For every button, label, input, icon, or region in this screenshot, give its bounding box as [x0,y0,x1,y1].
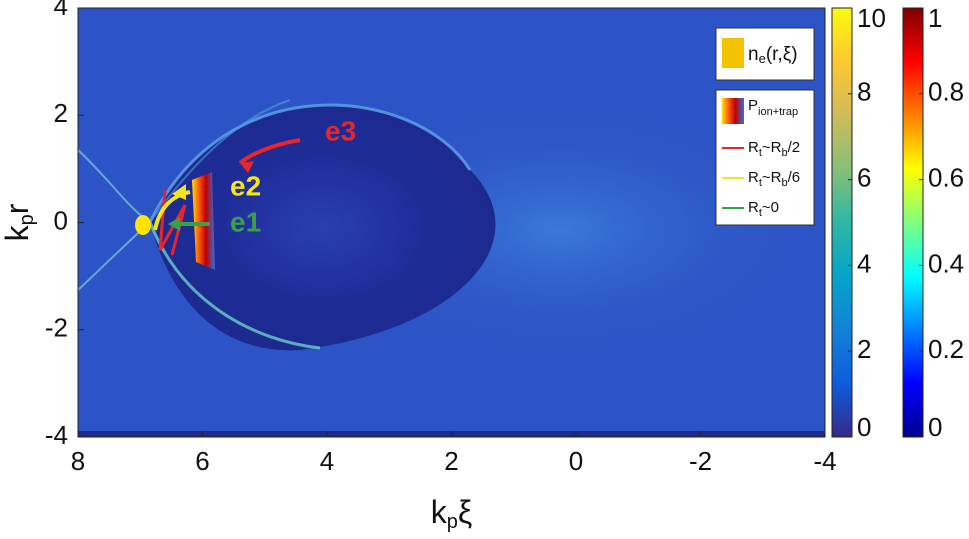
colorbar-tick-label: 6 [857,162,871,192]
label-part: k [0,224,35,241]
legend-label: ne(r,ξ) [748,44,798,66]
legend-text: n [748,44,759,65]
legend-label: Rt~Rb/6 [748,169,800,189]
x-tick-label: 2 [444,446,458,476]
label-part: /2 [788,139,801,156]
legend-text: e [759,51,766,66]
colorbar-tick-label: 0.4 [928,248,964,278]
x-tick-label: -4 [813,446,836,476]
label-part: /6 [788,169,801,186]
legend-swatch [722,98,744,124]
colorbar [831,7,853,438]
y-tick-label: -2 [45,313,68,343]
legend-text: P [748,97,758,114]
colorbar-tick-label: 0.2 [928,334,964,364]
colorbar-tick-label: 4 [857,248,871,278]
colorbar-tick-label: 1 [928,3,942,33]
annotation: e3 [325,115,356,146]
x-tick-label: 4 [320,446,334,476]
legend-label: Rt~Rb/2 [748,139,800,159]
x-tick-label: -2 [689,446,712,476]
colorbar [902,7,924,438]
y-tick-label: 2 [54,98,68,128]
legend: ne(r,ξ) Pion+trap [715,27,815,226]
colorbar-tick-label: 8 [857,77,871,107]
label-part: p [16,214,38,225]
colorbar-tick-label: 0 [857,412,871,442]
legend-label: Pion+trap [748,97,798,118]
y-tick-label: 0 [54,205,68,235]
label-part: R [748,169,759,186]
axis-label: kpr [0,203,38,241]
x-tick-label: 8 [71,446,85,476]
y-tick-label: -4 [45,420,68,450]
label-part: ~0 [762,199,779,216]
label-part: k [431,494,448,530]
label-part: ~R [762,169,782,186]
annotation: e1 [230,206,261,237]
label-part: b [782,177,788,189]
label-part: R [748,139,759,156]
colorbar-tick-label: 10 [857,3,886,33]
label-part: t [759,177,762,189]
x-tick-label: 6 [195,446,209,476]
y-tick-label: 4 [54,0,68,21]
label-part: b [782,147,788,159]
legend-text: ion+trap [758,106,798,118]
colorbar-tick-label: 0.8 [928,77,964,107]
label-part: ~R [762,139,782,156]
heatmap-image [77,8,825,437]
label-part: t [759,147,762,159]
label-part: R [748,199,759,216]
legend-text: (r,ξ) [766,44,798,65]
label-part: ξ [458,494,472,530]
colorbar-tick-label: 0.6 [928,162,964,192]
colorbar-tick-label: 0 [928,412,942,442]
label-part: p [447,511,458,533]
label-part: t [759,207,762,219]
x-tick-label: 0 [569,446,583,476]
label-part: r [0,203,35,214]
legend-swatch [722,38,744,68]
axis-label: kpξ [431,494,472,533]
annotation: e2 [230,170,261,201]
colorbar-tick-label: 2 [857,334,871,364]
legend-label: Rt~0 [748,199,779,219]
legend-box [715,89,815,226]
